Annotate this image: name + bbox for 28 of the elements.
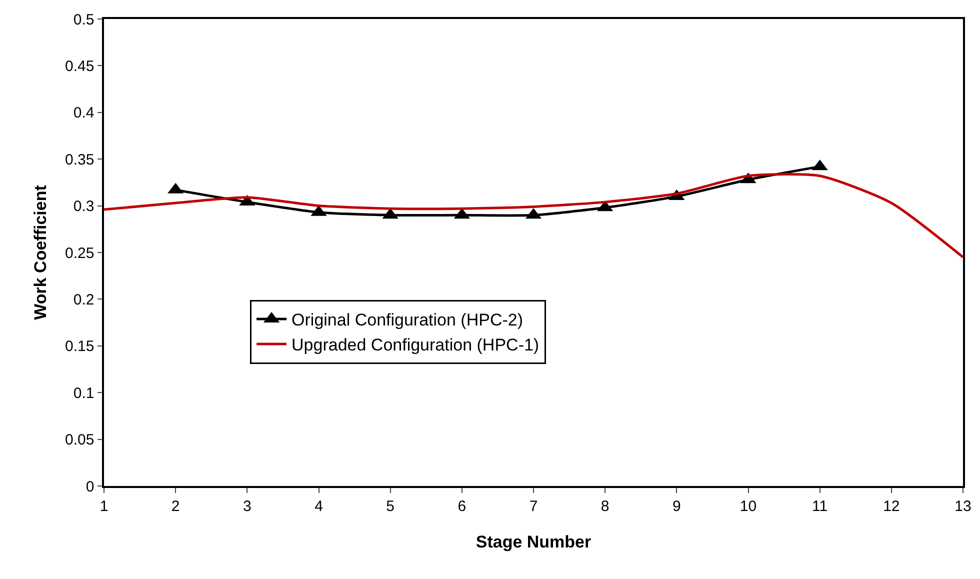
- x-tick-label: 7: [529, 498, 538, 515]
- y-tick-label: 0.35: [65, 151, 94, 168]
- y-axis-title: Work Coefficient: [31, 184, 50, 320]
- x-axis-title: Stage Number: [476, 532, 592, 552]
- x-tick-label: 11: [812, 498, 828, 515]
- y-tick-label: 0.45: [65, 58, 94, 75]
- y-tick-label: 0.2: [73, 291, 94, 308]
- x-tick-label: 4: [314, 498, 323, 515]
- x-tick-label: 5: [386, 498, 394, 515]
- x-tick-label: 1: [100, 498, 108, 515]
- x-tick-label: 2: [171, 498, 180, 515]
- y-tick-label: 0.4: [73, 104, 94, 122]
- y-tick-label: 0.05: [65, 432, 94, 449]
- legend-label: Original Configuration (HPC-2): [292, 310, 524, 330]
- y-tick-label: 0.25: [65, 244, 94, 262]
- x-tick-label: 13: [954, 498, 972, 515]
- y-tick-label: 0.1: [73, 384, 94, 402]
- x-tick-label: 10: [740, 498, 757, 515]
- y-tick-label: 0: [86, 478, 94, 496]
- y-tick-label: 0.3: [73, 198, 94, 216]
- x-tick-label: 6: [458, 498, 466, 515]
- x-tick-label: 9: [672, 498, 681, 515]
- y-tick-label: 0.15: [65, 338, 94, 356]
- y-tick-label: 0.5: [73, 11, 94, 28]
- x-tick-label: 12: [883, 498, 900, 515]
- x-tick-label: 3: [243, 498, 252, 515]
- x-tick-label: 8: [600, 498, 610, 515]
- legend-label: Upgraded Configuration (HPC-1): [292, 336, 540, 355]
